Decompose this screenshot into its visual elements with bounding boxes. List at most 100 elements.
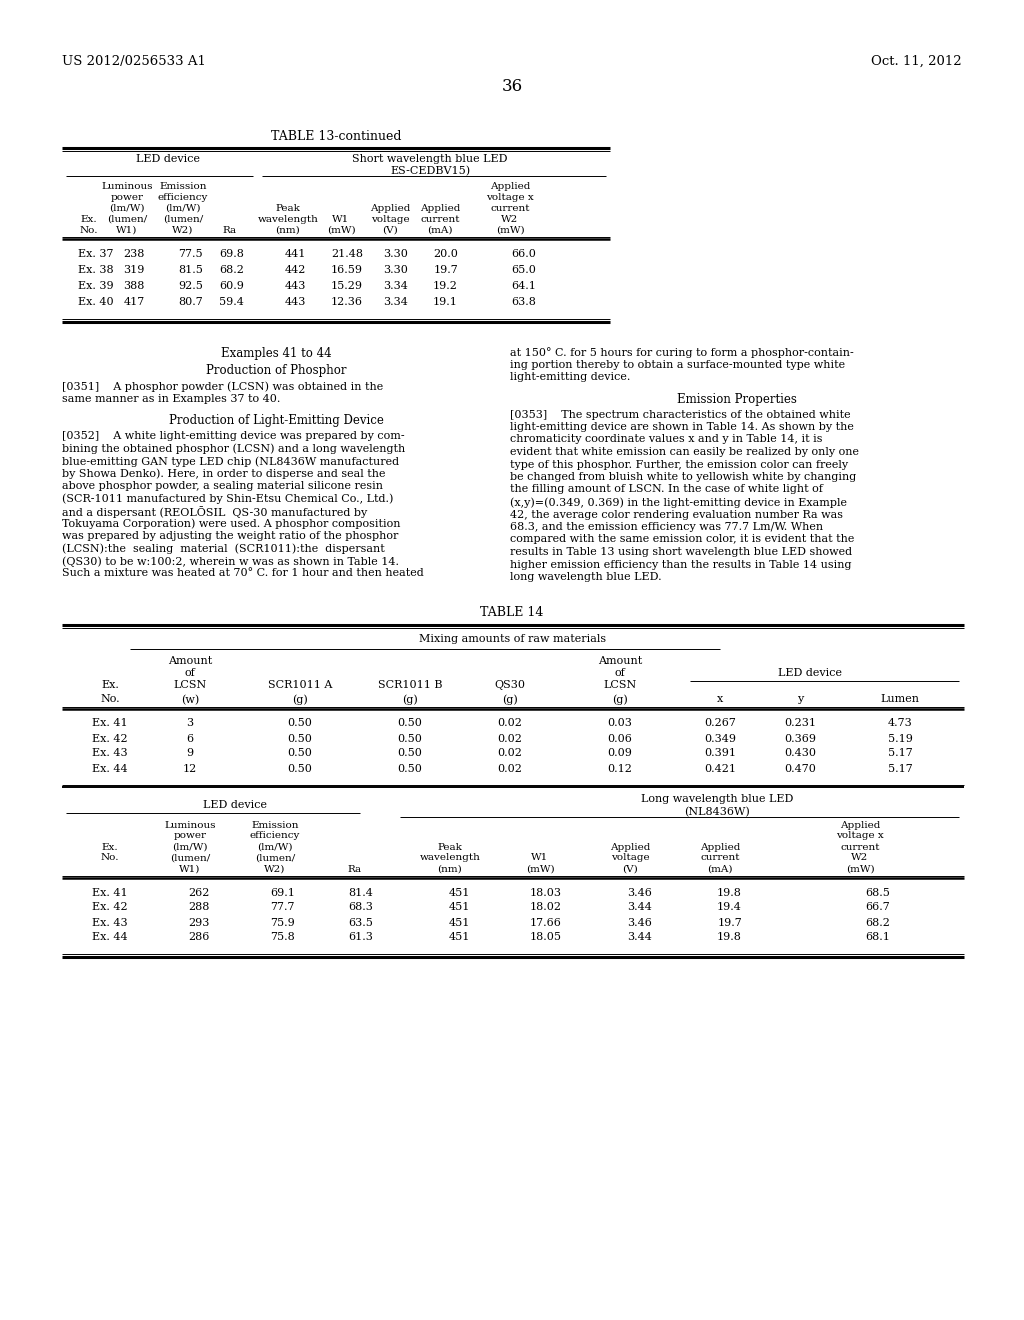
Text: evident that white emission can easily be realized by only one: evident that white emission can easily b… xyxy=(510,447,859,457)
Text: 18.05: 18.05 xyxy=(530,932,562,942)
Text: 18.02: 18.02 xyxy=(530,903,562,912)
Text: voltage: voltage xyxy=(371,215,410,224)
Text: (NL8436W): (NL8436W) xyxy=(684,807,750,817)
Text: (mW): (mW) xyxy=(846,865,874,874)
Text: 451: 451 xyxy=(449,917,470,928)
Text: 19.4: 19.4 xyxy=(717,903,742,912)
Text: (nm): (nm) xyxy=(275,226,300,235)
Text: No.: No. xyxy=(100,854,119,862)
Text: 42, the average color rendering evaluation number Ra was: 42, the average color rendering evaluati… xyxy=(510,510,843,520)
Text: (LCSN):the  sealing  material  (SCR1011):the  dispersant: (LCSN):the sealing material (SCR1011):th… xyxy=(62,544,385,554)
Text: SCR1011 A: SCR1011 A xyxy=(268,681,332,690)
Text: Applied: Applied xyxy=(699,842,740,851)
Text: same manner as in Examples 37 to 40.: same manner as in Examples 37 to 40. xyxy=(62,393,281,404)
Text: Such a mixture was heated at 70° C. for 1 hour and then heated: Such a mixture was heated at 70° C. for … xyxy=(62,569,424,578)
Text: (V): (V) xyxy=(382,226,398,235)
Text: LED device: LED device xyxy=(203,800,267,810)
Text: the filling amount of LSCN. In the case of white light of: the filling amount of LSCN. In the case … xyxy=(510,484,823,495)
Text: (x,y)=(0.349, 0.369) in the light-emitting device in Example: (x,y)=(0.349, 0.369) in the light-emitti… xyxy=(510,498,847,508)
Text: 417: 417 xyxy=(124,297,145,308)
Text: 3.46: 3.46 xyxy=(627,887,652,898)
Text: W2): W2) xyxy=(264,865,286,874)
Text: long wavelength blue LED.: long wavelength blue LED. xyxy=(510,572,662,582)
Text: (lumen/: (lumen/ xyxy=(163,215,203,224)
Text: 15.29: 15.29 xyxy=(331,281,362,290)
Text: (g): (g) xyxy=(402,694,418,705)
Text: Applied: Applied xyxy=(840,821,881,829)
Text: W1): W1) xyxy=(117,226,137,235)
Text: 12: 12 xyxy=(183,763,198,774)
Text: blue-emitting GAN type LED chip (NL8436W manufactured: blue-emitting GAN type LED chip (NL8436W… xyxy=(62,455,399,466)
Text: 0.50: 0.50 xyxy=(397,718,423,729)
Text: 75.8: 75.8 xyxy=(270,932,295,942)
Text: 60.9: 60.9 xyxy=(219,281,244,290)
Text: Peak: Peak xyxy=(437,842,463,851)
Text: light-emitting device are shown in Table 14. As shown by the: light-emitting device are shown in Table… xyxy=(510,422,854,432)
Text: W1: W1 xyxy=(333,215,349,224)
Text: Tokuyama Corporation) were used. A phosphor composition: Tokuyama Corporation) were used. A phosp… xyxy=(62,519,400,529)
Text: 81.4: 81.4 xyxy=(348,887,373,898)
Text: 64.1: 64.1 xyxy=(511,281,536,290)
Text: Ex. 38: Ex. 38 xyxy=(78,265,114,275)
Text: 5.19: 5.19 xyxy=(888,734,912,743)
Text: 0.421: 0.421 xyxy=(705,763,736,774)
Text: 451: 451 xyxy=(449,887,470,898)
Text: above phosphor powder, a sealing material silicone resin: above phosphor powder, a sealing materia… xyxy=(62,480,383,491)
Text: (w): (w) xyxy=(181,694,199,705)
Text: 0.50: 0.50 xyxy=(397,763,423,774)
Text: (g): (g) xyxy=(502,694,518,705)
Text: W2): W2) xyxy=(172,226,194,235)
Text: 68.5: 68.5 xyxy=(865,887,890,898)
Text: Ex.: Ex. xyxy=(80,215,96,224)
Text: Amount: Amount xyxy=(598,656,642,667)
Text: SCR1011 B: SCR1011 B xyxy=(378,681,442,690)
Text: QS30: QS30 xyxy=(495,681,525,690)
Text: (mA): (mA) xyxy=(708,865,733,874)
Text: Applied: Applied xyxy=(489,182,530,191)
Text: 19.1: 19.1 xyxy=(433,297,458,308)
Text: voltage: voltage xyxy=(610,854,649,862)
Text: 80.7: 80.7 xyxy=(178,297,203,308)
Text: 19.8: 19.8 xyxy=(717,887,742,898)
Text: 0.12: 0.12 xyxy=(607,763,633,774)
Text: 21.48: 21.48 xyxy=(331,249,362,259)
Text: (QS30) to be w:100:2, wherein w was as shown in Table 14.: (QS30) to be w:100:2, wherein w was as s… xyxy=(62,556,399,566)
Text: (V): (V) xyxy=(623,865,638,874)
Text: Emission: Emission xyxy=(251,821,299,829)
Text: 0.267: 0.267 xyxy=(705,718,736,729)
Text: 68.2: 68.2 xyxy=(219,265,244,275)
Text: 75.9: 75.9 xyxy=(270,917,295,928)
Text: Ex. 42: Ex. 42 xyxy=(92,903,128,912)
Text: ing portion thereby to obtain a surface-mounted type white: ing portion thereby to obtain a surface-… xyxy=(510,359,845,370)
Text: (mW): (mW) xyxy=(525,865,554,874)
Text: 77.5: 77.5 xyxy=(178,249,203,259)
Text: Applied: Applied xyxy=(420,205,460,213)
Text: 19.7: 19.7 xyxy=(433,265,458,275)
Text: (nm): (nm) xyxy=(437,865,463,874)
Text: (mW): (mW) xyxy=(327,226,355,235)
Text: (mW): (mW) xyxy=(496,226,524,235)
Text: 69.1: 69.1 xyxy=(270,887,295,898)
Text: 451: 451 xyxy=(449,903,470,912)
Text: LCSN: LCSN xyxy=(173,681,207,690)
Text: of: of xyxy=(184,668,196,678)
Text: LED device: LED device xyxy=(136,154,200,164)
Text: 0.369: 0.369 xyxy=(784,734,816,743)
Text: US 2012/0256533 A1: US 2012/0256533 A1 xyxy=(62,55,206,69)
Text: 0.02: 0.02 xyxy=(498,718,522,729)
Text: Production of Phosphor: Production of Phosphor xyxy=(206,364,346,378)
Text: voltage x: voltage x xyxy=(486,193,534,202)
Text: efficiency: efficiency xyxy=(250,832,300,841)
Text: (g): (g) xyxy=(612,694,628,705)
Text: 0.03: 0.03 xyxy=(607,718,633,729)
Text: TABLE 13-continued: TABLE 13-continued xyxy=(270,129,401,143)
Text: 3.30: 3.30 xyxy=(383,265,408,275)
Text: 293: 293 xyxy=(188,917,210,928)
Text: current: current xyxy=(420,215,460,224)
Text: 3.34: 3.34 xyxy=(383,281,408,290)
Text: of: of xyxy=(614,668,626,678)
Text: 17.66: 17.66 xyxy=(530,917,562,928)
Text: at 150° C. for 5 hours for curing to form a phosphor-contain-: at 150° C. for 5 hours for curing to for… xyxy=(510,347,854,358)
Text: Ex.: Ex. xyxy=(101,681,119,690)
Text: 18.03: 18.03 xyxy=(530,887,562,898)
